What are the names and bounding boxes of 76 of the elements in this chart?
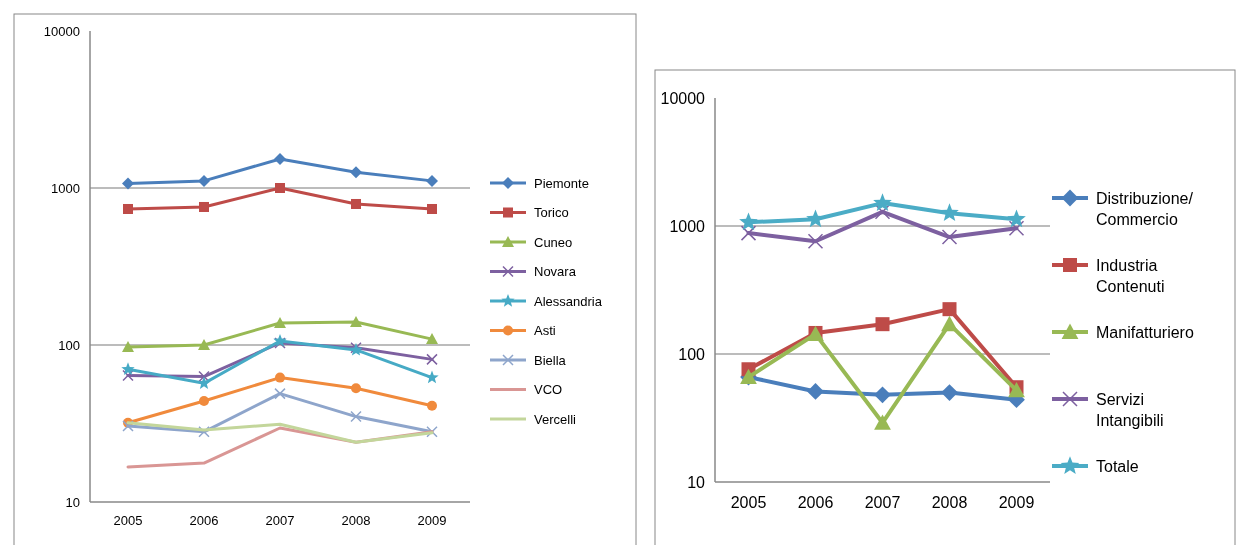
point bbox=[942, 302, 957, 317]
point bbox=[121, 362, 135, 375]
legend-label: Vercelli bbox=[534, 411, 577, 427]
point bbox=[122, 369, 134, 382]
legend-label: Totale bbox=[1096, 457, 1139, 475]
point bbox=[739, 212, 758, 231]
y-tick-label: 100 bbox=[678, 345, 706, 363]
point bbox=[940, 203, 959, 222]
x-tick-label: 2005 bbox=[113, 513, 143, 528]
legend-label: Cuneo bbox=[534, 234, 573, 250]
point bbox=[941, 229, 958, 245]
point bbox=[198, 174, 210, 187]
point bbox=[350, 316, 362, 328]
point bbox=[198, 339, 210, 350]
point bbox=[874, 386, 891, 404]
x-tick-label: 2009 bbox=[998, 494, 1035, 511]
point bbox=[426, 174, 438, 187]
x-tick-label: 2009 bbox=[417, 513, 447, 528]
point bbox=[875, 317, 890, 332]
legend-label: Novara bbox=[534, 264, 577, 280]
point bbox=[122, 420, 134, 432]
point bbox=[274, 387, 286, 400]
legend-label: Industria Contenuti bbox=[1096, 256, 1165, 296]
x-tick-label: 2007 bbox=[864, 494, 901, 511]
point bbox=[807, 233, 824, 250]
y-tick-label: 10000 bbox=[660, 89, 706, 107]
point bbox=[198, 426, 210, 438]
point bbox=[427, 400, 437, 411]
point bbox=[426, 353, 438, 366]
legend-label: Torico bbox=[534, 205, 569, 221]
legend-label: VCO bbox=[534, 382, 563, 398]
point bbox=[941, 315, 958, 332]
legend-label: Manifatturiero bbox=[1096, 323, 1194, 341]
y-tick-label: 10 bbox=[65, 494, 80, 510]
point bbox=[873, 193, 892, 212]
point bbox=[122, 177, 134, 190]
legend-label: Asti bbox=[534, 323, 556, 339]
x-tick-label: 2007 bbox=[265, 513, 295, 528]
point bbox=[122, 341, 134, 353]
x-tick-label: 2008 bbox=[341, 513, 371, 528]
point bbox=[350, 166, 362, 179]
point bbox=[427, 203, 437, 214]
legend-label: Biella bbox=[534, 352, 567, 368]
point bbox=[425, 370, 439, 384]
point bbox=[874, 414, 891, 430]
legend-label: Distribuzione/ Commercio bbox=[1096, 189, 1194, 229]
y-tick-label: 1000 bbox=[51, 180, 80, 196]
point bbox=[426, 426, 438, 438]
legend-label: Piemonte bbox=[534, 175, 589, 191]
point bbox=[274, 153, 286, 165]
x-tick-label: 2005 bbox=[730, 494, 767, 511]
point bbox=[123, 203, 133, 214]
point bbox=[274, 317, 286, 329]
point bbox=[275, 183, 285, 193]
point bbox=[350, 410, 362, 423]
x-tick-label: 2006 bbox=[189, 513, 219, 528]
y-tick-label: 10000 bbox=[43, 23, 80, 39]
point bbox=[807, 383, 824, 400]
point bbox=[1007, 209, 1026, 228]
legend-label: Alessandria bbox=[534, 293, 603, 309]
point bbox=[275, 372, 285, 383]
point bbox=[740, 225, 757, 241]
y-tick-label: 1000 bbox=[669, 217, 706, 235]
y-tick-label: 100 bbox=[58, 337, 80, 353]
y-tick-label: 10 bbox=[687, 473, 706, 491]
point bbox=[874, 204, 891, 220]
point bbox=[351, 198, 361, 209]
point bbox=[199, 395, 209, 406]
legend-label: Servizi Intangibili bbox=[1096, 390, 1164, 430]
x-tick-label: 2006 bbox=[797, 494, 834, 511]
point bbox=[426, 333, 438, 345]
point bbox=[351, 383, 361, 394]
point bbox=[199, 201, 209, 212]
x-tick-label: 2008 bbox=[931, 494, 968, 511]
point bbox=[1008, 220, 1025, 237]
point bbox=[941, 384, 958, 401]
